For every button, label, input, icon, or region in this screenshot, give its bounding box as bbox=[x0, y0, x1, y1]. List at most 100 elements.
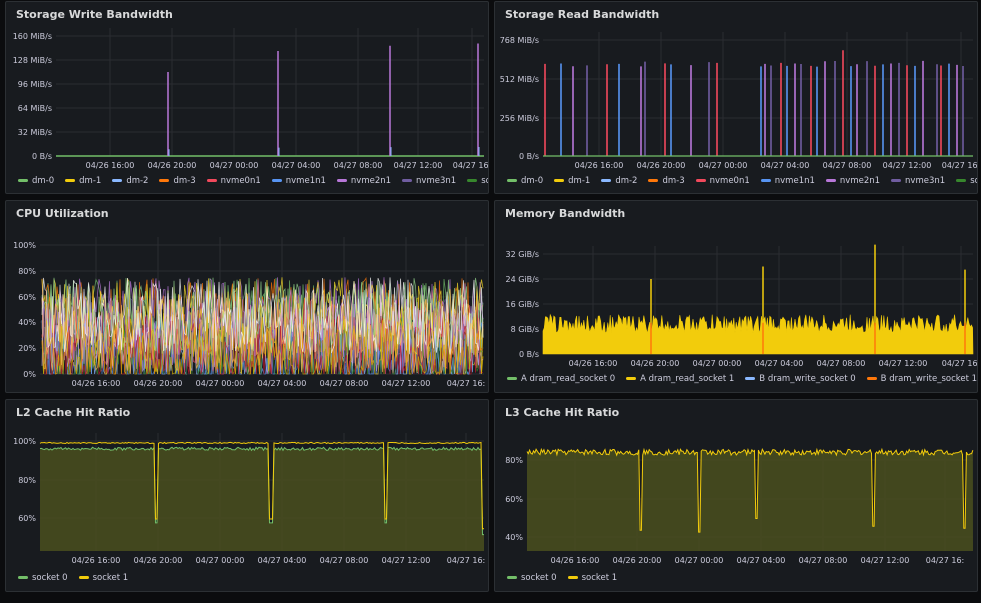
legend-swatch bbox=[866, 377, 877, 380]
panel-l2-cache[interactable]: L2 Cache Hit Ratio 100% 80% 60% 04/26 16:00… bbox=[5, 399, 489, 592]
l3-area bbox=[527, 449, 973, 551]
x-tick-label: 04/26 16:00 bbox=[569, 359, 618, 368]
legend-swatch bbox=[601, 179, 612, 182]
y-tick-label: 160 MiB/s bbox=[13, 32, 52, 41]
legend-item[interactable]: B dram_write_socket 1 bbox=[866, 374, 978, 384]
y-tick-label: 0 B/s bbox=[519, 350, 539, 359]
legend-item[interactable]: dm-2 bbox=[112, 176, 148, 186]
legend-item[interactable]: dm-0 bbox=[507, 176, 543, 186]
panel-title: Storage Read Bandwidth bbox=[505, 8, 660, 21]
cpu-series bbox=[41, 296, 484, 374]
panel-cpu-utilization[interactable]: CPU Utilization 100% 80% 60% 40% 20% 0% 04/26 … bbox=[5, 200, 489, 393]
legend-item[interactable]: nvme3n1 bbox=[891, 176, 945, 186]
legend-item[interactable]: dm-3 bbox=[648, 176, 685, 186]
x-tick-label: 04/26 16:00 bbox=[72, 379, 121, 388]
legend-item[interactable]: dm-0 bbox=[18, 176, 54, 186]
memory-bandwidth-chart[interactable]: 32 GiB/s 24 GiB/s 16 GiB/s 8 GiB/s 0 B/s 04/2… bbox=[495, 201, 978, 393]
storage-read-chart[interactable]: 768 MiB/s 512 MiB/s 256 MiB/s 0 B/s 04/26 16… bbox=[495, 2, 978, 194]
legend-item[interactable]: nvme3n1 bbox=[402, 176, 456, 186]
cpu-series bbox=[41, 277, 484, 355]
y-tick-label: 0% bbox=[23, 370, 36, 379]
legend-item[interactable]: sda bbox=[467, 176, 488, 186]
legend-item[interactable]: dm-1 bbox=[65, 176, 101, 186]
legend-swatch bbox=[626, 377, 637, 380]
panel-l3-cache[interactable]: L3 Cache Hit Ratio 80% 60% 40% 04/26 16:00 0… bbox=[494, 399, 978, 592]
y-tick-label: 32 GiB/s bbox=[506, 250, 540, 259]
y-tick-label: 128 MiB/s bbox=[13, 56, 52, 65]
legend-item[interactable]: socket 0 bbox=[18, 573, 68, 583]
legend-item[interactable]: A dram_read_socket 1 bbox=[626, 374, 734, 384]
x-tick-label: 04/26 16:00 bbox=[72, 556, 121, 565]
x-tick-label: 04/27 16: bbox=[447, 379, 485, 388]
panel-memory-bandwidth[interactable]: Memory Bandwidth 32 GiB/s 24 GiB/s 16 GiB/… bbox=[494, 200, 978, 393]
legend: socket 0 socket 1 bbox=[507, 573, 628, 583]
legend-label: dm-0 bbox=[32, 176, 55, 186]
legend-swatch bbox=[159, 179, 170, 182]
legend-swatch bbox=[695, 179, 706, 182]
y-tick-label: 8 GiB/s bbox=[511, 325, 539, 334]
x-tick-label: 04/27 12:00 bbox=[382, 379, 431, 388]
legend-label: nvme0n1 bbox=[709, 176, 750, 186]
x-tick-label: 04/27 16: bbox=[942, 161, 978, 170]
y-tick-label: 0 B/s bbox=[32, 152, 52, 161]
l2-cache-chart[interactable]: 100% 80% 60% 04/26 16:00 04/26 20:00 04/27 00… bbox=[6, 400, 489, 592]
x-tick-label: 04/27 00:00 bbox=[693, 359, 742, 368]
x-tick-label: 04/27 00:00 bbox=[196, 379, 245, 388]
legend-label: nvme1n1 bbox=[774, 176, 815, 186]
legend-label: dm-0 bbox=[521, 176, 544, 186]
legend-label: dm-1 bbox=[79, 176, 102, 186]
legend-swatch bbox=[112, 179, 123, 182]
panel-title: CPU Utilization bbox=[16, 207, 109, 220]
panel-title: L3 Cache Hit Ratio bbox=[505, 406, 620, 419]
cpu-utilization-chart[interactable]: 100% 80% 60% 40% 20% 0% 04/26 16:00 04/26 20:00… bbox=[6, 201, 489, 393]
legend-item[interactable]: dm-2 bbox=[601, 176, 637, 186]
y-tick-label: 80% bbox=[18, 267, 36, 276]
panel-title: Memory Bandwidth bbox=[505, 207, 626, 220]
legend-label: B dram_write_socket 1 bbox=[880, 374, 978, 384]
legend-swatch bbox=[567, 576, 578, 579]
legend-item[interactable]: dm-3 bbox=[159, 176, 196, 186]
legend-label: dm-3 bbox=[662, 176, 685, 186]
x-tick-label: 04/26 20:00 bbox=[148, 161, 197, 170]
legend-item[interactable]: nvme2n1 bbox=[825, 176, 881, 186]
legend-item[interactable]: nvme2n1 bbox=[336, 176, 391, 186]
legend-item[interactable]: B dram_write_socket 0 bbox=[745, 374, 856, 384]
legend-swatch bbox=[760, 179, 771, 182]
legend-label: nvme3n1 bbox=[905, 176, 946, 186]
legend-item[interactable]: dm-1 bbox=[554, 176, 590, 186]
x-tick-label: 04/27 04:00 bbox=[761, 161, 810, 170]
legend-item[interactable]: sda bbox=[956, 176, 977, 186]
l3-cache-chart[interactable]: 80% 60% 40% 04/26 16:00 04/26 20:00 04/27 00:… bbox=[495, 400, 978, 592]
x-tick-label: 04/27 04:00 bbox=[755, 359, 804, 368]
legend-label: socket 1 bbox=[581, 573, 618, 583]
legend-item[interactable]: socket 0 bbox=[507, 573, 557, 583]
legend-item[interactable]: nvme1n1 bbox=[760, 176, 815, 186]
x-tick-label: 04/27 08:00 bbox=[799, 556, 848, 565]
legend-item[interactable]: nvme1n1 bbox=[271, 176, 326, 186]
legend-label: sda bbox=[481, 176, 488, 186]
panel-storage-write[interactable]: Storage Write Bandwidth 160 MiB/s 128 MiB… bbox=[5, 1, 489, 194]
legend-item[interactable]: socket 1 bbox=[567, 573, 618, 583]
legend-item[interactable]: nvme0n1 bbox=[206, 176, 261, 186]
legend-label: dm-3 bbox=[173, 176, 196, 186]
legend-item[interactable]: A dram_read_socket 0 bbox=[507, 374, 615, 384]
legend-swatch bbox=[467, 179, 478, 182]
x-tick-label: 04/27 00:00 bbox=[196, 556, 245, 565]
legend-label: nvme2n1 bbox=[839, 176, 881, 186]
x-tick-label: 04/27 08:00 bbox=[320, 556, 369, 565]
x-tick-label: 04/26 16:00 bbox=[575, 161, 624, 170]
storage-write-chart[interactable]: 160 MiB/s 128 MiB/s 96 MiB/s 64 MiB/s 32 MiB… bbox=[6, 2, 489, 194]
y-tick-label: 40% bbox=[18, 318, 36, 327]
x-tick-label: 04/27 12:00 bbox=[861, 556, 910, 565]
legend-swatch bbox=[402, 179, 413, 182]
legend-item[interactable]: socket 1 bbox=[78, 573, 128, 583]
y-tick-label: 80% bbox=[505, 456, 523, 465]
legend-label: nvme1n1 bbox=[285, 176, 326, 186]
legend-item[interactable]: nvme0n1 bbox=[695, 176, 750, 186]
legend-label: nvme3n1 bbox=[416, 176, 457, 186]
y-tick-label: 100% bbox=[13, 241, 36, 250]
panel-storage-read[interactable]: Storage Read Bandwidth 768 MiB/s 512 MiB/… bbox=[494, 1, 978, 194]
legend-label: nvme0n1 bbox=[220, 176, 261, 186]
x-tick-label: 04/27 04:00 bbox=[272, 161, 321, 170]
legend-swatch bbox=[271, 179, 282, 182]
